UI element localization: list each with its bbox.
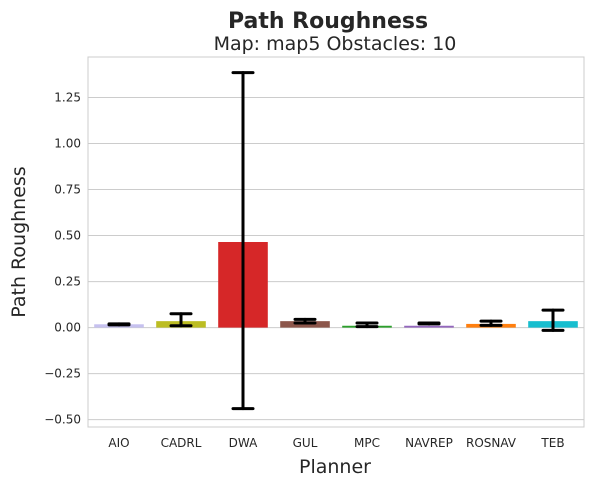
x-axis-label: Planner (299, 456, 371, 478)
y-tick-label: 0.50 (54, 229, 81, 243)
y-tick-label: 1.25 (54, 90, 81, 104)
grid (88, 96, 584, 421)
y-tick-label: 0.75 (54, 183, 81, 197)
y-tick-label: 1.00 (54, 137, 81, 151)
error-bar-aio (107, 322, 131, 327)
x-tick-label: GUL (293, 436, 318, 450)
x-tick-label: ROSNAV (466, 436, 517, 450)
y-tick-labels: −0.50 −0.25 0.00 0.25 0.50 0.75 1.00 1.25 (44, 90, 81, 426)
chart-suptitle: Path Roughness (228, 9, 428, 34)
x-tick-label: NAVREP (405, 436, 453, 450)
error-bar-rosnav (479, 319, 503, 327)
x-tick-label: AIO (108, 436, 129, 450)
x-tick-label: DWA (229, 436, 258, 450)
y-tick-label: −0.25 (44, 367, 81, 381)
y-tick-label: 0.00 (54, 321, 81, 335)
error-bar-gul (293, 317, 317, 325)
bar-navrep (404, 325, 454, 328)
error-bar-mpc (355, 321, 379, 329)
chart-title: Map: map5 Obstacles: 10 (214, 33, 457, 55)
error-bar-cadrl (169, 312, 193, 328)
x-tick-label: MPC (354, 436, 380, 450)
error-bar-dwa (231, 71, 255, 411)
y-tick-label: 0.25 (54, 275, 81, 289)
x-tick-label: CADRL (161, 436, 202, 450)
plot-frame (87, 56, 585, 428)
error-bars (107, 71, 565, 411)
x-tick-label: TEB (540, 436, 564, 450)
x-tick-labels: AIO CADRL DWA GUL MPC NAVREP ROSNAV TEB (108, 436, 564, 450)
y-axis-label: Path Roughness (8, 166, 30, 317)
error-bar-navrep (417, 321, 441, 326)
bars (94, 242, 578, 328)
error-bar-teb (541, 308, 565, 332)
y-tick-label: −0.50 (44, 413, 81, 427)
